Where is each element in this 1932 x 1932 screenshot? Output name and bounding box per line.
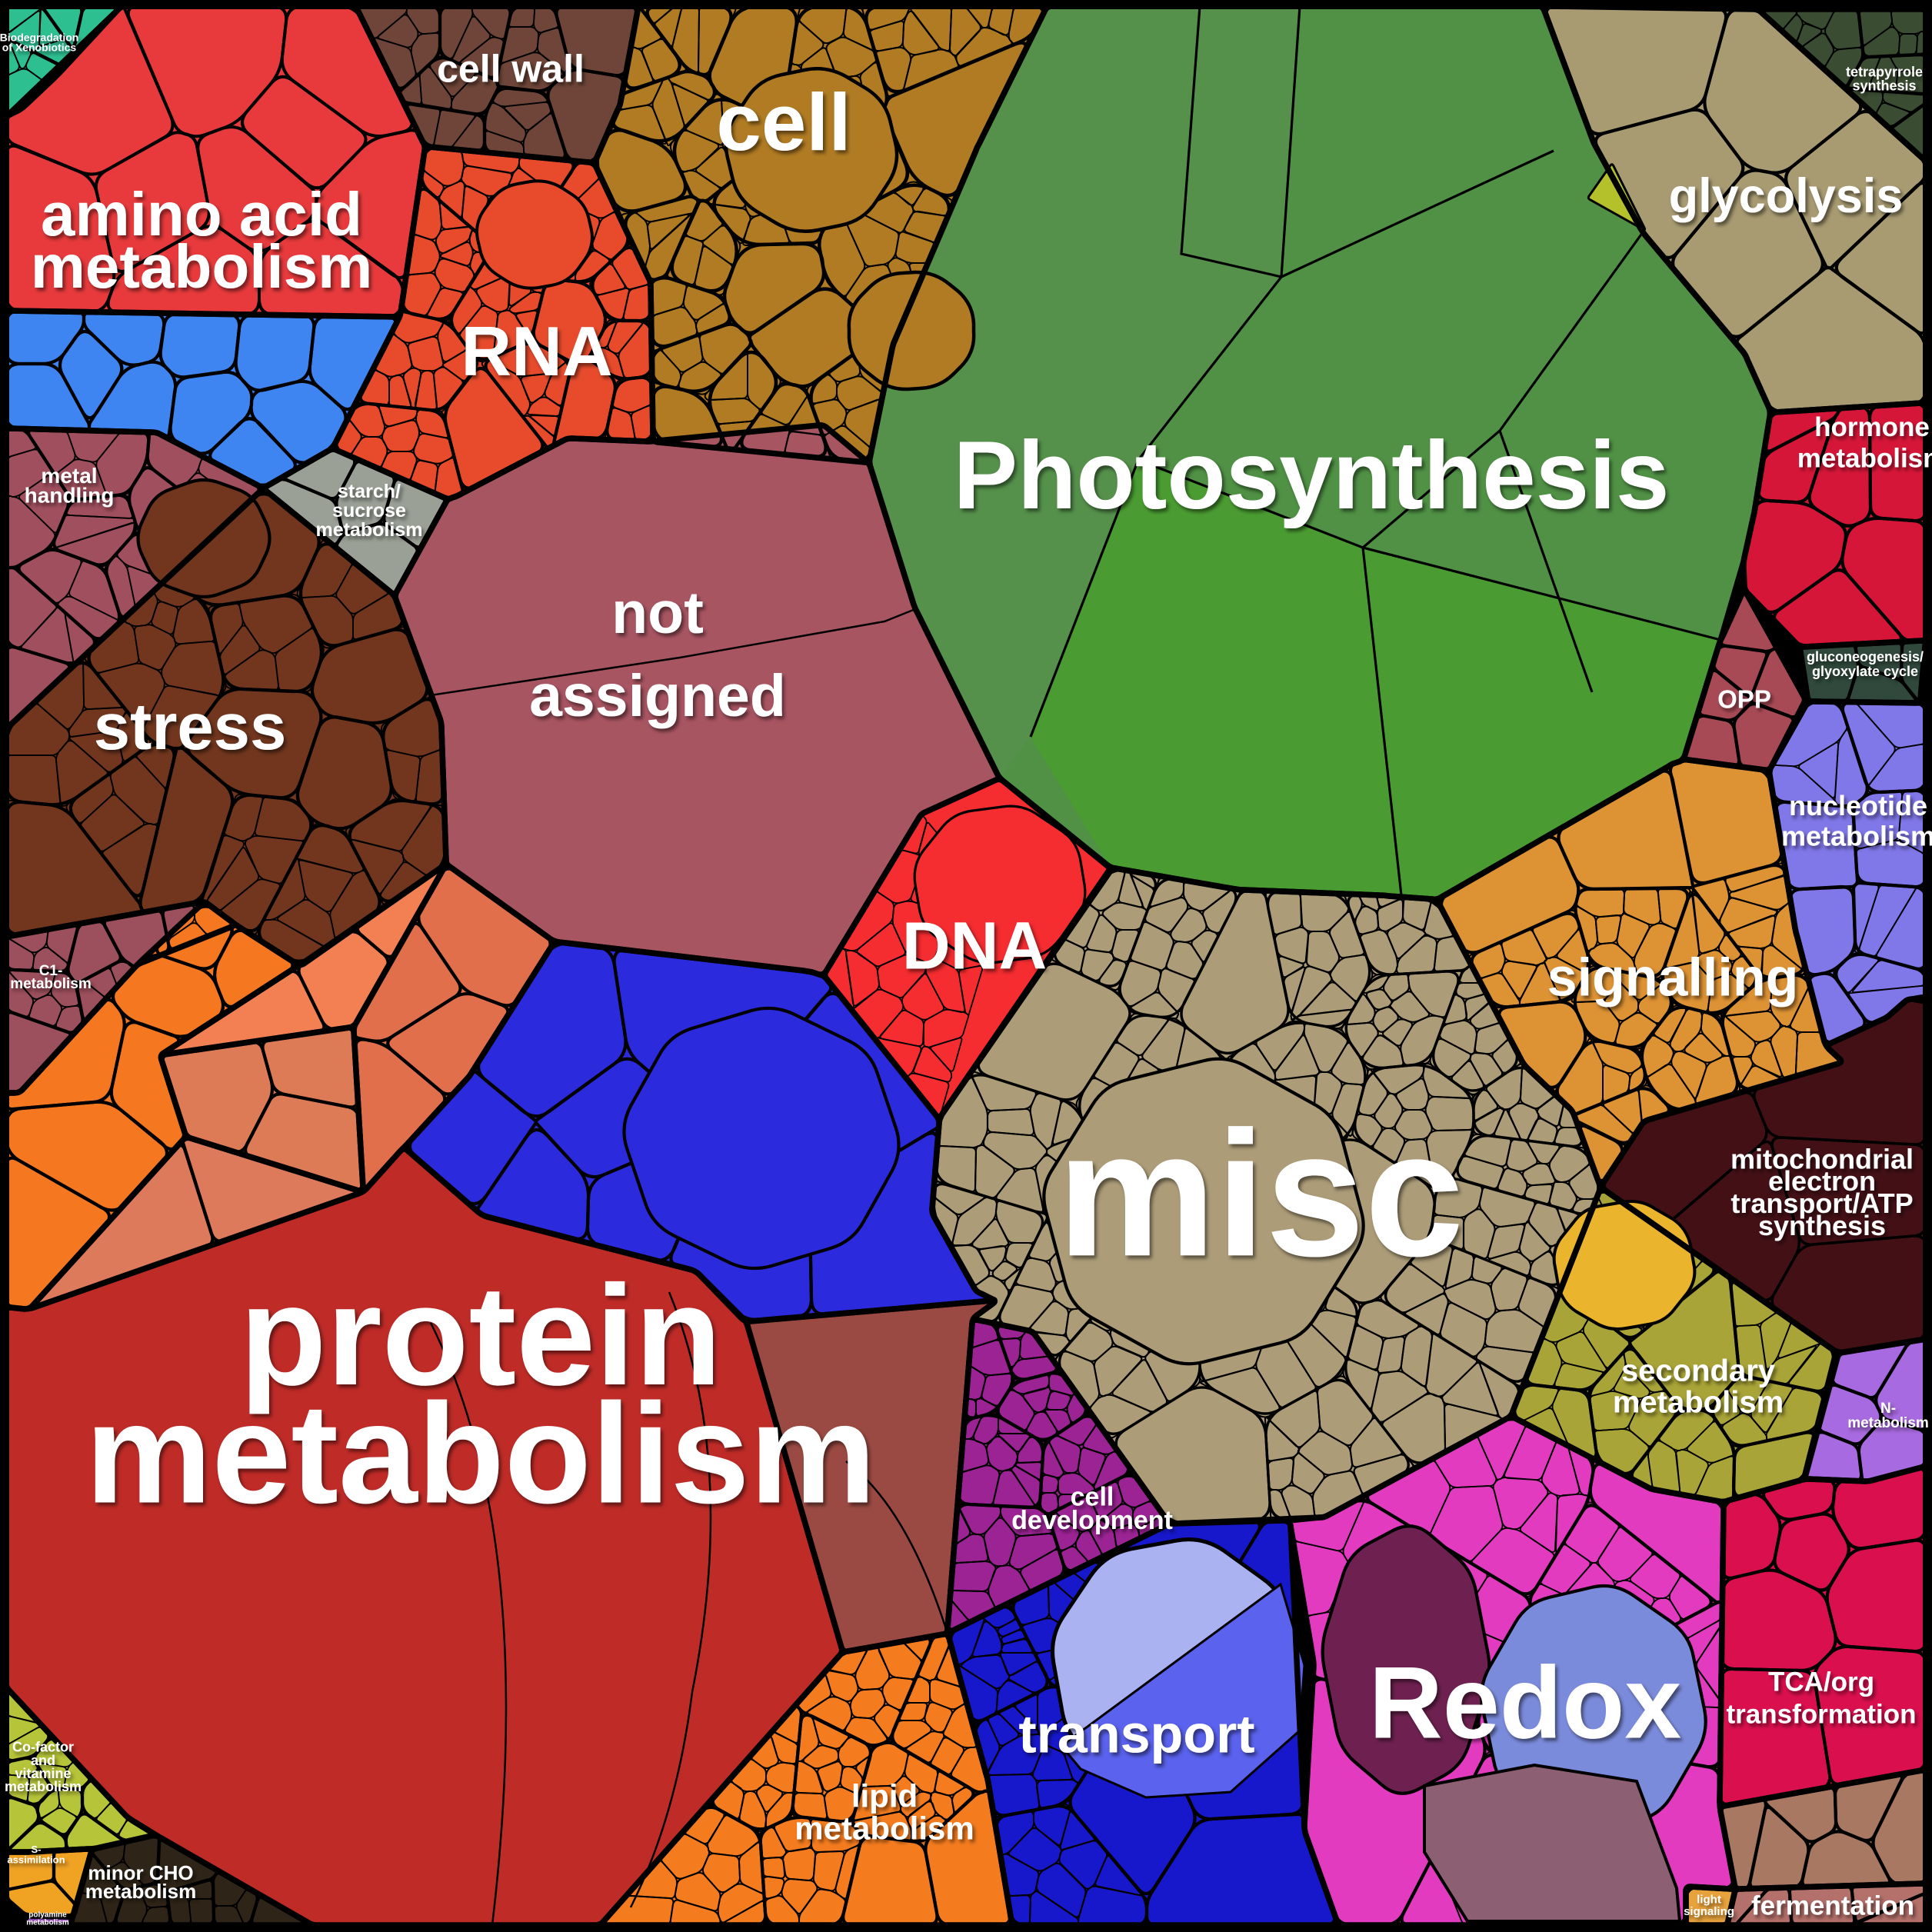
svg-text:Photosynthesis: Photosynthesis [954, 422, 1670, 529]
svg-text:S-assimilation: S-assimilation [7, 1844, 65, 1866]
svg-text:stress: stress [94, 691, 286, 764]
svg-text:N-metabolism: N-metabolism [1847, 1401, 1929, 1431]
svg-text:Redox: Redox [1369, 1647, 1681, 1760]
svg-text:fermentation: fermentation [1751, 1890, 1914, 1920]
svg-text:misc: misc [1058, 1094, 1464, 1294]
svg-text:cell wall: cell wall [437, 48, 585, 91]
svg-text:C1-metabolism: C1-metabolism [10, 963, 92, 992]
svg-text:transport: transport [1018, 1704, 1254, 1764]
svg-text:gluconeogenesis/glyoxylate cyc: gluconeogenesis/glyoxylate cycle [1807, 649, 1924, 679]
svg-text:signalling: signalling [1547, 948, 1799, 1008]
svg-text:glycolysis: glycolysis [1669, 169, 1904, 223]
svg-text:OPP: OPP [1717, 685, 1771, 714]
svg-text:RNA: RNA [461, 313, 612, 391]
svg-text:cell: cell [716, 78, 851, 168]
svg-text:DNA: DNA [902, 908, 1048, 983]
